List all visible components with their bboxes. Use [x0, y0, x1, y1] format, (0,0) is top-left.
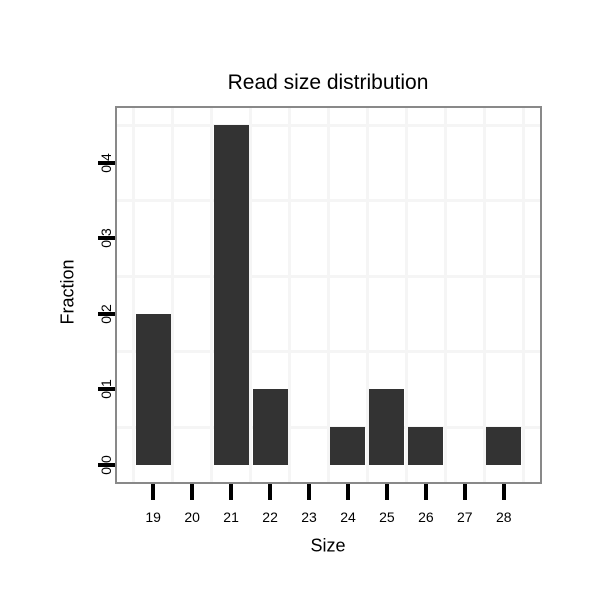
bar-size-22 — [252, 389, 288, 465]
x-axis-tick — [307, 484, 311, 500]
bar-size-19 — [135, 313, 171, 465]
bar-size-28 — [486, 427, 522, 465]
y-axis-tick — [98, 311, 115, 316]
x-axis-tick — [229, 484, 234, 500]
x-tick-label: 26 — [418, 509, 434, 525]
x-tick-label: 28 — [496, 509, 512, 525]
x-tick-label: 24 — [340, 509, 356, 525]
minor-gridline-vertical — [327, 108, 330, 482]
x-tick-label: 21 — [223, 509, 239, 525]
minor-gridline-vertical — [366, 108, 369, 482]
x-axis-tick — [462, 484, 467, 500]
y-axis-title: Fraction — [57, 259, 78, 325]
y-tick-label: 0.2 — [98, 304, 114, 324]
chart-title: Read size distribution — [227, 71, 429, 94]
bar-size-26 — [408, 427, 444, 465]
minor-gridline-horizontal — [117, 350, 540, 354]
minor-gridline-vertical — [171, 108, 175, 482]
x-axis-tick — [501, 484, 506, 500]
y-axis-tick — [98, 236, 115, 241]
y-tick-label: 0.4 — [98, 153, 114, 173]
x-tick-label: 27 — [457, 509, 473, 525]
y-tick-label: 0.0 — [98, 455, 114, 475]
bar-size-24 — [330, 427, 366, 465]
minor-gridline-horizontal — [117, 274, 540, 278]
minor-gridline-vertical — [443, 108, 447, 482]
bar-size-25 — [369, 389, 405, 465]
minor-gridline-vertical — [132, 108, 136, 482]
minor-gridline-vertical — [288, 108, 291, 482]
minor-gridline-vertical — [210, 108, 214, 482]
minor-gridline-vertical — [249, 108, 253, 482]
y-axis-tick — [98, 387, 115, 392]
minor-gridline-horizontal — [117, 123, 540, 127]
x-axis-tick — [190, 484, 195, 500]
y-tick-label: 0.3 — [98, 228, 114, 249]
x-tick-label: 23 — [301, 509, 317, 525]
x-axis-tick — [151, 484, 156, 500]
plot-panel — [115, 106, 542, 484]
bar-size-21 — [213, 125, 249, 465]
minor-gridline-horizontal — [117, 425, 540, 429]
y-axis-tick — [98, 160, 115, 165]
x-axis-tick — [423, 484, 428, 500]
x-tick-label: 20 — [184, 509, 200, 525]
x-axis-tick — [346, 484, 350, 500]
y-axis-tick — [98, 463, 115, 467]
minor-gridline-vertical — [521, 108, 525, 482]
x-axis-title: Size — [310, 535, 346, 556]
minor-gridline-vertical — [482, 108, 486, 482]
x-axis-tick — [384, 484, 389, 500]
x-axis-tick — [268, 484, 273, 500]
x-tick-label: 19 — [145, 509, 161, 525]
minor-gridline-vertical — [404, 108, 408, 482]
y-tick-label: 0.1 — [98, 379, 114, 400]
minor-gridline-horizontal — [117, 199, 540, 203]
x-tick-label: 22 — [262, 509, 278, 525]
x-tick-label: 25 — [379, 509, 395, 525]
